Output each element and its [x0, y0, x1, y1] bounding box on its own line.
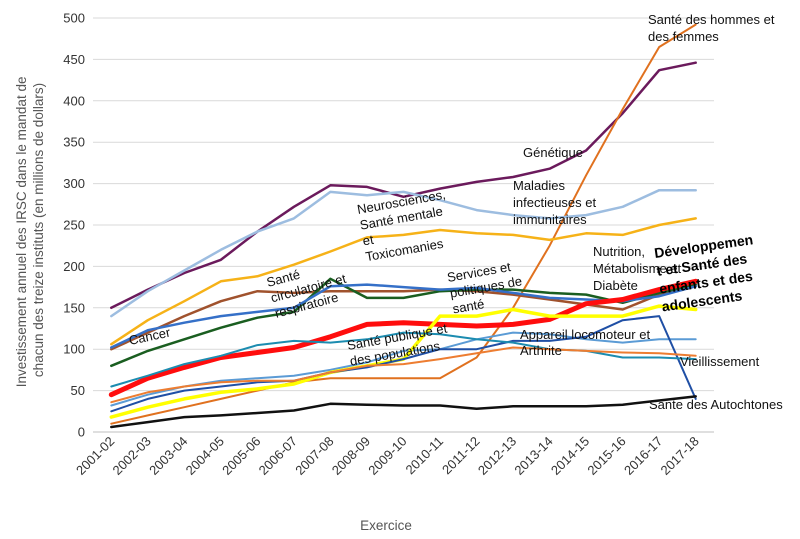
- series-annotation-6: Développement et Santé desenfants et des…: [653, 231, 761, 314]
- y-tick-label: 200: [63, 259, 85, 274]
- series-line-2: [110, 23, 697, 425]
- y-tick-label: 450: [63, 52, 85, 67]
- x-tick-label: 2007-08: [292, 434, 336, 478]
- x-tick-label: 2010-11: [402, 434, 446, 478]
- series-annotation-5: Nutrition, Métabolisme et Diabète: [593, 244, 682, 293]
- series-line-4: [110, 217, 697, 346]
- x-tick-label: 2013-14: [511, 434, 555, 478]
- x-tick-label: 2006-07: [256, 434, 300, 478]
- series-line-5: [110, 285, 697, 351]
- y-tick-label: 150: [63, 300, 85, 315]
- gridlines: [93, 17, 714, 433]
- y-tick-label: 300: [63, 176, 85, 191]
- y-axis-title: Investissement annuel des IRSC dans le m…: [14, 73, 46, 387]
- series-annotation-2: Génétique: [523, 145, 583, 160]
- x-tick-label: 2001-02: [73, 434, 117, 478]
- x-tick-label: 2008-09: [329, 434, 373, 478]
- x-tick-label: 2012-13: [475, 434, 519, 478]
- annotation-line: Sante des Autochtones: [649, 397, 783, 412]
- series-line-12: [110, 331, 697, 388]
- annotation-line: immunitaires: [513, 212, 587, 227]
- series-annotations: Santé des hommes et des femmes Génétique Ma…: [128, 12, 784, 412]
- series-line-3: [110, 188, 697, 318]
- x-tick-label: 2005-06: [219, 434, 263, 478]
- annotation-line: infectieuses et: [513, 195, 596, 210]
- y-tick-label: 500: [63, 11, 85, 26]
- annotation-line: Appareil locomoteur et: [520, 327, 650, 342]
- series-annotation-3: Maladies infectieuses et immunitaires: [513, 178, 596, 227]
- x-tick-label: 2014-15: [548, 434, 592, 478]
- x-axis-title: Exercice: [360, 518, 412, 533]
- annotation-line: Toxicomanies: [364, 236, 445, 265]
- x-tick-label: 2003-04: [146, 434, 190, 478]
- x-tick-label: 2011-12: [439, 434, 483, 478]
- series-annotation-10: Appareil locomoteur et Arthrite: [520, 327, 650, 358]
- x-tick-label: 2009-10: [365, 434, 409, 478]
- x-tick-label: 2004-05: [183, 434, 227, 478]
- series-line-9: [110, 331, 697, 407]
- y-tick-label: 400: [63, 93, 85, 108]
- series-annotation-12: Vieillissement: [680, 354, 760, 369]
- y-tick-label: 250: [63, 218, 85, 233]
- annotation-line: Maladies: [513, 178, 566, 193]
- series-annotation-7: Santécirculatoire etrespiratoire: [265, 255, 352, 321]
- series-annotation-1: Santé des hommes et des femmes: [648, 12, 775, 44]
- annotation-line: Diabète: [593, 278, 638, 293]
- y-tick-labels: 0 50 100 150 200 250 300 350 400 450 500: [63, 11, 85, 440]
- annotation-line: Génétique: [523, 145, 583, 160]
- annotation-line: Arthrite: [520, 343, 562, 358]
- annotation-line: Santé des hommes et: [648, 12, 775, 27]
- series-line-11: [110, 315, 697, 413]
- series-line-6: [110, 277, 697, 368]
- annotation-line: Nutrition,: [593, 244, 645, 259]
- y-tick-label: 0: [78, 425, 85, 440]
- x-tick-label: 2016-17: [621, 434, 665, 478]
- series-lines: [108, 23, 699, 429]
- annotation-line: Métabolisme et: [593, 261, 682, 276]
- annotation-line: des femmes: [648, 29, 719, 44]
- x-tick-labels: 2001-022002-032003-042004-052005-062006-…: [73, 434, 702, 478]
- series-line-8: [108, 278, 699, 398]
- y-axis-title-line-2: chacun des treize instituts (en millions…: [31, 83, 46, 377]
- x-tick-label: 2002-03: [110, 434, 154, 478]
- annotation-line: santé: [451, 296, 485, 316]
- series-line-14: [110, 395, 697, 429]
- y-tick-label: 350: [63, 135, 85, 150]
- series-annotation-13: Sante des Autochtones: [649, 397, 783, 412]
- x-tick-label: 2017-18: [658, 434, 702, 478]
- annotation-line: Vieillissement: [680, 354, 760, 369]
- series-line-13: [110, 346, 697, 404]
- annotation-line: et: [361, 232, 375, 249]
- series-line-1: [110, 61, 697, 310]
- x-tick-label: 2015-16: [584, 434, 628, 478]
- y-tick-label: 100: [63, 342, 85, 357]
- y-axis-title-line-1: Investissement annuel des IRSC dans le m…: [14, 77, 29, 388]
- y-tick-label: 50: [71, 383, 85, 398]
